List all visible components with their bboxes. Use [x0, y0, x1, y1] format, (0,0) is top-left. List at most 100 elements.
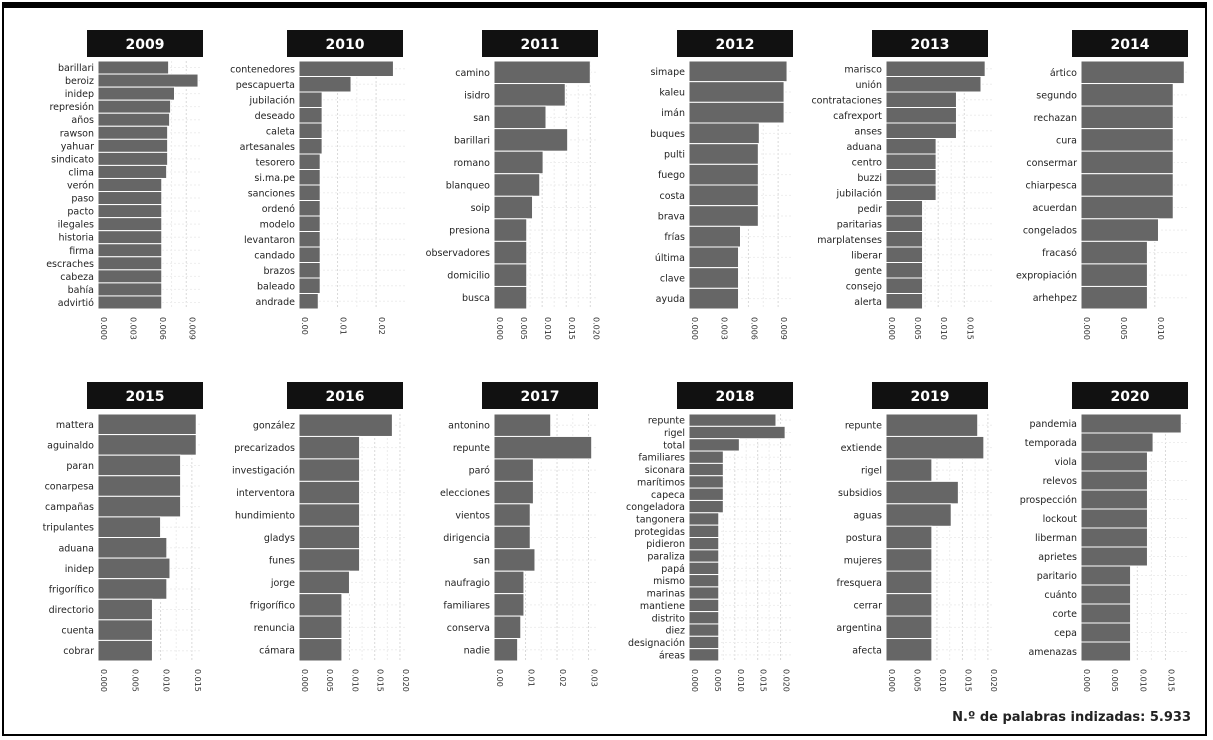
tick-label: 0.009	[779, 317, 788, 340]
category-label: paritario	[1037, 571, 1077, 582]
chart-panel-2020: 2020 0.000 0.005 0.010 0.015 pandemia temporad…	[1020, 382, 1188, 692]
category-label: pandemia	[1030, 419, 1077, 430]
tick-label: 0.005	[130, 669, 139, 692]
bar-paso	[97, 191, 163, 206]
bar-liberman	[1080, 527, 1148, 548]
bar-brazos	[298, 262, 321, 279]
chart-panel-2016: 2016 0.000 0.005 0.010 0.015 0.020 gonzález pre…	[232, 382, 410, 692]
bar-nadie	[493, 638, 519, 662]
bar-capeca	[688, 487, 724, 501]
panel-title: 2013	[911, 37, 950, 53]
tick-label: 0.000	[690, 669, 699, 692]
category-label: congeladora	[626, 502, 685, 513]
category-label: mantiene	[640, 601, 685, 612]
category-label: argentina	[836, 623, 882, 634]
bar-paritarias	[885, 215, 924, 232]
category-label: rechazan	[1034, 113, 1077, 124]
category-label: antonino	[448, 421, 490, 432]
tick-label: 0.01	[527, 669, 536, 687]
panel-title-box	[872, 382, 988, 409]
bar-pedir	[885, 200, 924, 217]
tick-label: 0.015	[759, 669, 768, 692]
category-label: clima	[68, 167, 94, 178]
bar-barillari	[493, 128, 569, 152]
category-label: chiarpesca	[1026, 181, 1077, 192]
category-label: ordenó	[262, 204, 295, 215]
category-label: rigel	[861, 466, 882, 477]
bar-ilegales	[97, 217, 163, 232]
tick-label: 0.010	[938, 669, 947, 692]
bar-pulti	[688, 143, 759, 165]
bar-simape	[688, 60, 788, 83]
bar-presiona	[493, 218, 528, 242]
bar-elecciones	[493, 480, 534, 505]
bar-bahía	[97, 282, 163, 297]
category-label: san	[473, 555, 490, 566]
tick-label: 0.005	[913, 317, 922, 340]
tick-label: 0.020	[782, 669, 791, 692]
category-label: siconara	[645, 465, 685, 476]
category-label: familiares	[638, 453, 685, 464]
bar-interventora	[298, 480, 361, 505]
bar-soip	[493, 195, 534, 220]
panel-title-box	[1072, 382, 1188, 409]
category-label: áreas	[659, 650, 685, 661]
bar-segundo	[1080, 83, 1174, 107]
category-label: yahuar	[61, 141, 94, 152]
category-label: artesanales	[240, 142, 295, 153]
bar-total	[688, 438, 740, 452]
category-label: última	[655, 253, 685, 264]
category-label: afecta	[852, 645, 882, 656]
panel-title-box	[287, 30, 403, 57]
category-label: cerrar	[854, 600, 883, 611]
panel-title: 2019	[911, 389, 950, 405]
category-label: gente	[855, 266, 883, 277]
bar-camino	[493, 60, 591, 85]
chart-panel-2013: 2013 0.000 0.005 0.010 0.015 marisco unión cont…	[811, 30, 993, 340]
category-label: relevos	[1043, 476, 1077, 487]
bar-beroiz	[97, 73, 199, 88]
category-label: deseado	[255, 111, 296, 122]
bar-fracasó	[1080, 240, 1148, 265]
bar-aguas	[885, 503, 952, 527]
bar-alerta	[885, 293, 924, 310]
category-label: cuenta	[61, 626, 94, 637]
bar-prospección	[1080, 489, 1148, 510]
bar-contenedores	[298, 60, 394, 77]
category-label: paró	[469, 466, 491, 477]
category-label: capeca	[651, 490, 685, 501]
category-label: inidep	[65, 89, 94, 100]
chart-panel-2009: 2009 0.000 0.003 0.006 0.009 barillari beroiz i…	[46, 30, 203, 340]
bar-costa	[688, 184, 759, 207]
category-label: contenedores	[230, 64, 295, 75]
bar-funes	[298, 548, 361, 572]
tick-label: 0.02	[558, 669, 567, 687]
tick-label: 0.010	[736, 669, 745, 692]
tick-label: 0.015	[965, 317, 974, 340]
category-label: sanciones	[248, 188, 295, 199]
bar-paró	[493, 458, 534, 482]
bar-protegidas	[688, 524, 720, 539]
category-label: congelados	[1023, 226, 1077, 237]
category-label: levantaron	[244, 235, 295, 246]
bar-verón	[97, 177, 163, 193]
bar-papá	[688, 561, 720, 576]
category-label: consejo	[846, 281, 882, 292]
category-label: arhehpez	[1033, 293, 1077, 304]
bar-rechazan	[1080, 105, 1174, 130]
category-label: camino	[455, 68, 490, 79]
bar-aduana	[97, 537, 168, 559]
tick-label: 0.010	[1138, 669, 1147, 692]
tick-label: 0.010	[162, 669, 171, 692]
category-label: amenazas	[1028, 647, 1077, 658]
bar-designación	[688, 635, 720, 650]
bar-mismo	[688, 574, 720, 588]
category-label: verón	[67, 181, 94, 192]
bar-cura	[1080, 128, 1174, 152]
bar-observadores	[493, 240, 528, 265]
category-label: vientos	[455, 511, 490, 522]
category-label: extiende	[841, 443, 883, 454]
bar-marplatenses	[885, 231, 924, 248]
